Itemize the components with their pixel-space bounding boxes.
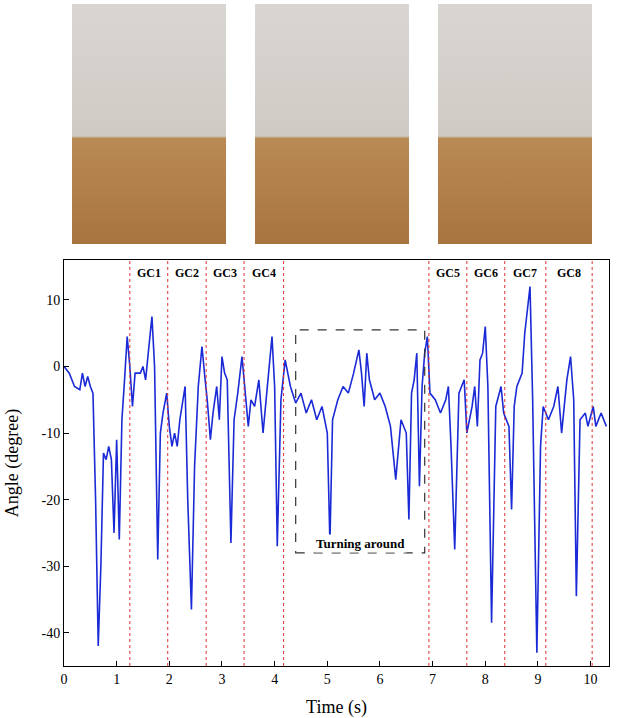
svg-text:GC7: GC7 <box>513 266 537 280</box>
svg-text:9: 9 <box>534 672 541 687</box>
svg-text:-10: -10 <box>42 426 61 441</box>
svg-text:Time (s): Time (s) <box>306 697 367 718</box>
svg-text:8: 8 <box>482 672 489 687</box>
svg-text:10: 10 <box>46 293 60 308</box>
svg-text:6: 6 <box>376 672 383 687</box>
svg-text:10: 10 <box>584 672 598 687</box>
svg-text:Angle (degree): Angle (degree) <box>2 409 23 517</box>
svg-text:7: 7 <box>429 672 436 687</box>
svg-text:GC2: GC2 <box>175 266 199 280</box>
svg-text:GC4: GC4 <box>252 266 276 280</box>
svg-text:-40: -40 <box>42 626 61 641</box>
svg-text:0: 0 <box>53 359 60 374</box>
svg-text:-30: -30 <box>42 559 61 574</box>
svg-text:-20: -20 <box>42 493 61 508</box>
svg-text:GC1: GC1 <box>137 266 161 280</box>
svg-text:4: 4 <box>271 672 278 687</box>
svg-text:0: 0 <box>61 672 68 687</box>
svg-text:1: 1 <box>113 672 120 687</box>
svg-text:Turning around: Turning around <box>316 536 405 551</box>
svg-text:GC8: GC8 <box>557 266 581 280</box>
svg-text:GC5: GC5 <box>436 266 460 280</box>
svg-text:GC3: GC3 <box>213 266 237 280</box>
svg-text:3: 3 <box>218 672 225 687</box>
svg-text:2: 2 <box>166 672 173 687</box>
svg-text:GC6: GC6 <box>474 266 498 280</box>
svg-text:5: 5 <box>324 672 331 687</box>
